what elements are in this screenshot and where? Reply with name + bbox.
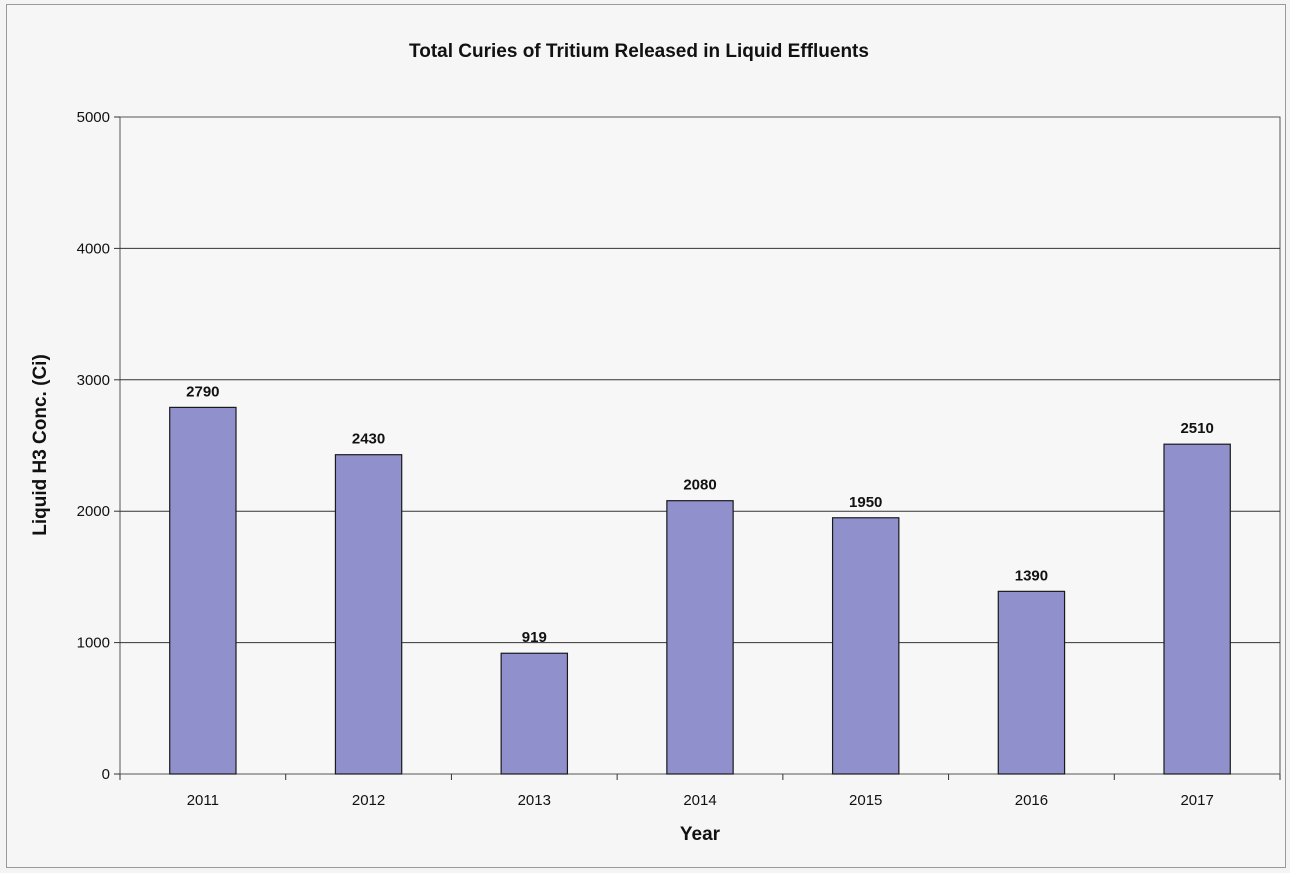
chart-title: Total Curies of Tritium Released in Liqu… — [409, 41, 869, 62]
data-label: 2790 — [186, 383, 219, 400]
chart-frame: Total Curies of Tritium Released in Liqu… — [6, 4, 1286, 868]
data-label: 2430 — [352, 431, 385, 448]
y-tick-label: 0 — [102, 766, 110, 783]
bar-chart: Total Curies of Tritium Released in Liqu… — [30, 41, 1281, 845]
y-axis-title: Liquid H3 Conc. (Ci) — [30, 354, 51, 536]
x-tick-label: 2015 — [849, 792, 882, 809]
data-label: 2510 — [1180, 420, 1213, 437]
bar — [500, 652, 569, 775]
data-label: 919 — [522, 629, 547, 646]
bar — [997, 590, 1066, 775]
y-tick-label: 5000 — [77, 109, 110, 126]
y-tick-label: 2000 — [77, 503, 110, 520]
y-tick-label: 4000 — [77, 240, 110, 257]
x-tick-label: 2016 — [1015, 792, 1048, 809]
x-axis-ticks: 2011 2012 2013 2014 2015 2016 2017 — [119, 774, 1281, 809]
y-tick-label: 3000 — [77, 372, 110, 389]
x-tick-label: 2014 — [683, 792, 716, 809]
bar — [831, 517, 900, 775]
bar — [1163, 443, 1231, 775]
bar — [334, 454, 403, 775]
x-tick-label: 2011 — [187, 792, 219, 809]
x-tick-label: 2012 — [352, 792, 385, 809]
x-tick-label: 2013 — [518, 792, 551, 809]
bar — [169, 406, 237, 775]
y-axis-ticks: 0 1000 2000 3000 4000 5000 — [77, 109, 120, 783]
data-labels: 2790 2430 919 2080 1950 1390 2510 — [186, 383, 1214, 646]
y-tick-label: 1000 — [77, 635, 110, 652]
data-label: 1950 — [849, 494, 882, 511]
bars — [169, 406, 1231, 775]
x-axis-title: Year — [680, 824, 721, 845]
data-label: 1390 — [1015, 567, 1048, 584]
x-tick-label: 2017 — [1180, 792, 1213, 809]
data-label: 2080 — [683, 477, 716, 494]
bar — [666, 500, 734, 775]
